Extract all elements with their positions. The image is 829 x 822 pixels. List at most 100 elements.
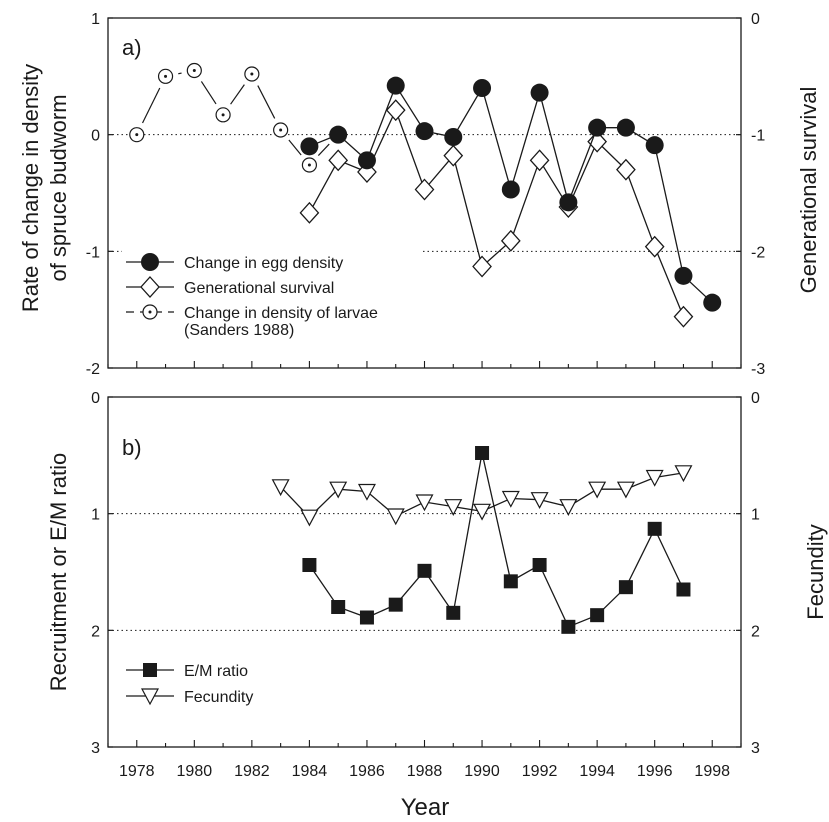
panel-a-ylabel-left-line2: of spruce budworm <box>46 94 71 281</box>
data-point <box>157 68 174 84</box>
data-point <box>587 130 608 153</box>
data-point <box>559 499 578 516</box>
data-point <box>357 483 376 501</box>
data-point <box>559 193 578 212</box>
data-point <box>357 151 376 170</box>
y-tick-label: -3 <box>751 361 765 378</box>
data-point <box>647 521 662 536</box>
legend-marker <box>140 276 160 298</box>
y-tick-label: 2 <box>751 623 760 640</box>
panel-b-reference-lines <box>108 513 741 631</box>
legend-label: Fecundity <box>184 689 253 706</box>
data-point <box>302 558 317 572</box>
data-point <box>475 446 490 460</box>
y-tick-label: 2 <box>91 623 100 640</box>
data-point <box>561 619 576 634</box>
series-line-segment <box>178 72 182 75</box>
data-point <box>529 149 550 172</box>
data-point <box>703 293 722 312</box>
legend-marker <box>143 663 157 677</box>
series-egg-density <box>300 76 722 312</box>
panel-a-legend: Change in egg density Generational surviv… <box>122 245 422 353</box>
series-line-segment <box>288 139 302 156</box>
data-point <box>673 305 694 328</box>
data-point <box>645 469 664 487</box>
panel-b-left-y-ticks: 0 1 2 3 <box>91 390 113 757</box>
data-point <box>530 83 549 102</box>
panel-a-right-y-ticks: 0 -1 -2 -3 <box>736 11 765 378</box>
data-point <box>359 610 374 625</box>
data-point <box>301 157 318 173</box>
series-line-segment <box>200 81 217 105</box>
data-point <box>331 600 346 614</box>
legend-item: Change in egg density <box>126 253 343 272</box>
data-point <box>644 235 665 258</box>
y-tick-label: 1 <box>91 507 100 524</box>
data-point <box>472 255 492 278</box>
x-tick-label: 1990 <box>464 763 500 780</box>
data-point <box>443 144 464 167</box>
series-line-segment <box>141 87 161 124</box>
legend-item: Change in density of larvae(Sanders 1988… <box>126 304 378 339</box>
legend-background <box>122 245 422 353</box>
data-point <box>444 499 463 516</box>
data-point <box>415 494 434 512</box>
panel-a-ylabel-right: Generational survival <box>796 87 821 294</box>
x-tick-label: 1980 <box>177 763 213 780</box>
data-point <box>329 125 348 144</box>
data-point <box>501 180 520 199</box>
legend-label: (Sanders 1988) <box>184 322 294 339</box>
y-tick-label: -1 <box>86 244 100 261</box>
legend-label: Change in density of larvae <box>184 305 378 322</box>
data-point <box>244 66 260 82</box>
series-line <box>308 452 685 628</box>
data-point <box>590 608 605 623</box>
data-point <box>530 492 549 509</box>
panel-a-label: a) <box>122 35 142 60</box>
y-tick-label: 0 <box>91 128 100 145</box>
legend-marker <box>141 253 159 271</box>
x-tick-label: 1986 <box>349 763 385 780</box>
series-em-ratio <box>302 446 691 634</box>
panel-a-plot-area <box>129 62 722 328</box>
x-tick-label: 1978 <box>119 763 155 780</box>
data-point <box>500 229 521 252</box>
data-point <box>417 563 432 578</box>
data-point <box>446 605 461 620</box>
legend-label: E/M ratio <box>184 663 248 680</box>
data-point <box>273 122 289 138</box>
y-tick-label: 0 <box>91 390 100 407</box>
data-point <box>414 178 435 201</box>
y-tick-label: 1 <box>751 507 760 524</box>
series-larvae <box>129 62 346 173</box>
legend-label: Change in egg density <box>184 255 343 272</box>
panel-b-ylabel-left: Recruitment or E/M ratio <box>46 453 71 691</box>
panel-a-left-y-ticks: 1 0 -1 -2 <box>86 11 113 378</box>
x-axis-tick-labels: 1978 1980 1982 1984 1986 1988 1990 1992 1994 1996… <box>119 763 730 780</box>
x-tick-label: 1982 <box>234 763 270 780</box>
data-point <box>501 490 520 508</box>
y-tick-label: 0 <box>751 11 760 28</box>
data-point <box>299 201 320 224</box>
x-tick-label: 1984 <box>292 763 328 780</box>
legend-item: Fecundity <box>126 688 253 706</box>
data-point <box>674 465 693 483</box>
data-point <box>186 62 202 79</box>
data-point <box>385 99 406 122</box>
data-point <box>588 481 607 499</box>
data-point <box>386 76 405 95</box>
data-point <box>473 503 492 521</box>
data-point <box>271 479 290 497</box>
x-tick-label: 1988 <box>407 763 443 780</box>
y-tick-label: -1 <box>751 128 765 145</box>
x-tick-label: 1994 <box>579 763 615 780</box>
panel-b-ylabel-right: Fecundity <box>803 524 828 619</box>
panel-b-label: b) <box>122 435 142 460</box>
x-tick-label: 1992 <box>522 763 558 780</box>
data-point <box>329 481 348 499</box>
data-point <box>388 597 403 612</box>
data-point <box>386 508 405 526</box>
x-tick-label: 1996 <box>637 763 673 780</box>
data-point <box>444 128 463 146</box>
